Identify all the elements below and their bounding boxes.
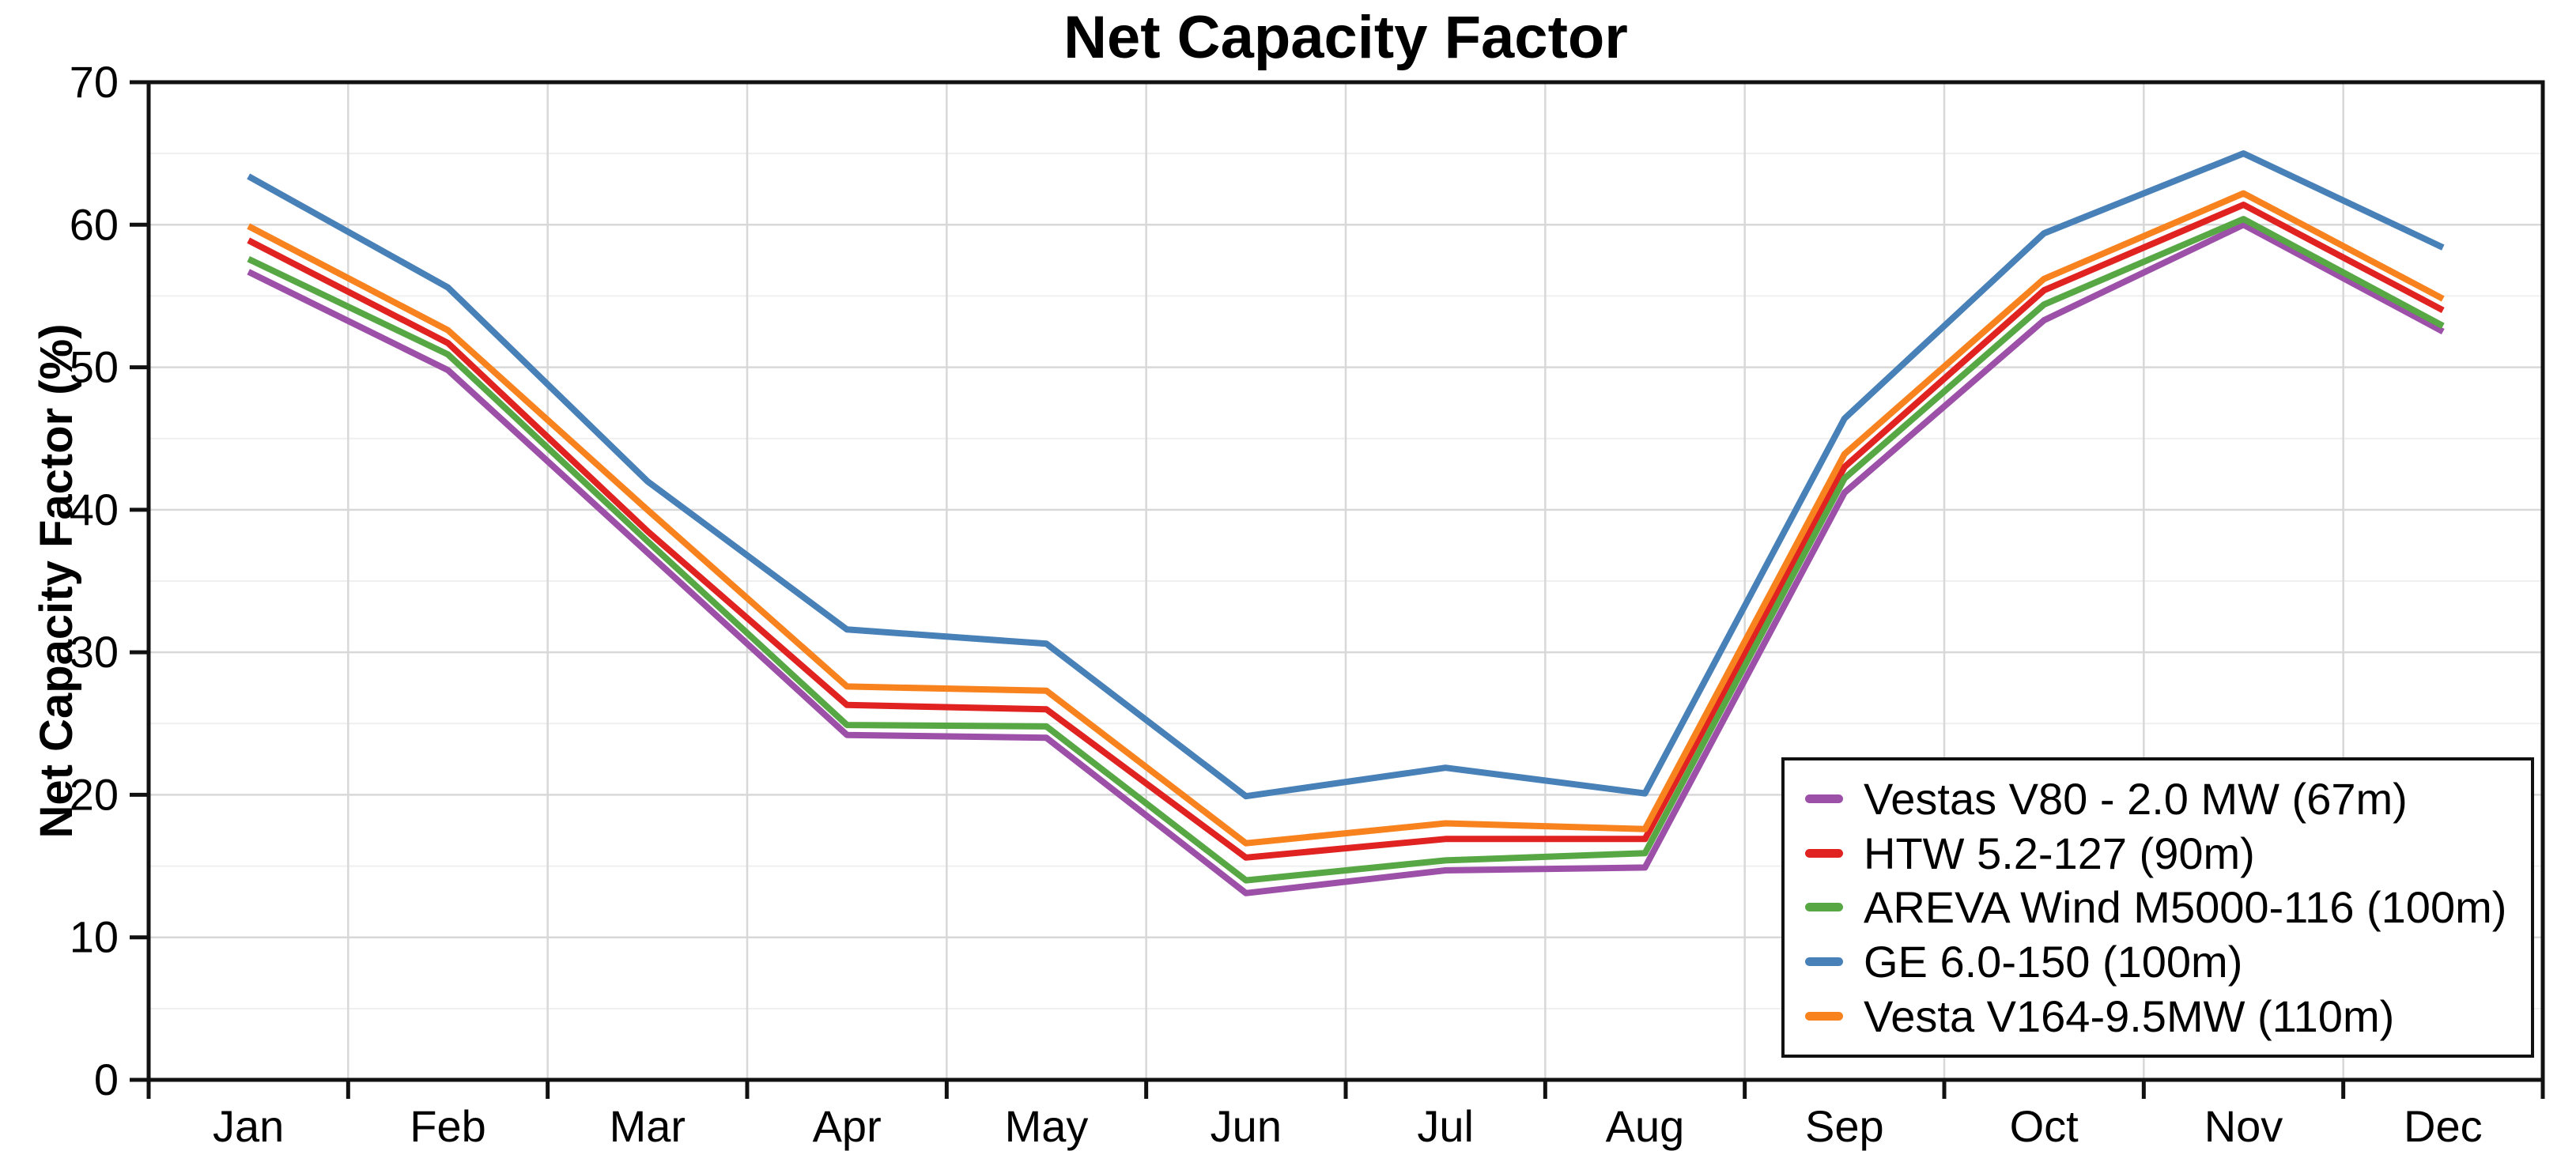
legend-swatch-icon (1805, 1012, 1843, 1021)
legend: Vestas V80 - 2.0 MW (67m) HTW 5.2-127 (90… (1781, 757, 2534, 1058)
x-tick-label: Feb (410, 1101, 486, 1151)
series-line-2 (247, 202, 2445, 861)
chart-title: Net Capacity Factor (1063, 4, 1628, 71)
legend-item: GE 6.0-150 (100m) (1805, 937, 2523, 987)
x-tick-label: Mar (610, 1101, 686, 1151)
x-tick-label: Oct (2010, 1101, 2079, 1151)
legend-swatch-icon (1805, 957, 1843, 967)
y-tick-label: 40 (70, 485, 119, 534)
y-tick-label: 0 (94, 1055, 119, 1104)
legend-item: AREVA Wind M5000-116 (100m) (1805, 882, 2523, 933)
legend-label: GE 6.0-150 (100m) (1864, 937, 2243, 987)
x-tick-label: May (1005, 1101, 1089, 1151)
plot-border (146, 80, 2545, 1082)
legend-label: Vestas V80 - 2.0 MW (67m) (1864, 773, 2408, 824)
legend-label: AREVA Wind M5000-116 (100m) (1864, 882, 2507, 933)
x-tick-label: Dec (2404, 1101, 2483, 1151)
legend-item: HTW 5.2-127 (90m) (1805, 828, 2523, 878)
y-tick-label: 60 (70, 199, 119, 249)
legend-item: Vestas V80 - 2.0 MW (67m) (1805, 773, 2523, 824)
legend-label: HTW 5.2-127 (90m) (1864, 828, 2255, 878)
y-tick-label: 50 (70, 342, 119, 392)
series-line-1 (247, 221, 2445, 896)
legend-label: Vesta V164-9.5MW (110m) (1864, 991, 2395, 1042)
x-tick-label: Jan (213, 1101, 284, 1151)
x-tick-label: Jul (1417, 1101, 1474, 1151)
legend-item: Vesta V164-9.5MW (110m) (1805, 991, 2523, 1042)
series-line-5 (247, 190, 2445, 847)
x-tick-label: Aug (1606, 1101, 1685, 1151)
legend-swatch-icon (1805, 794, 1843, 803)
y-tick-label: 20 (70, 769, 119, 819)
series-line-3 (247, 216, 2445, 884)
legend-swatch-icon (1805, 848, 1843, 858)
x-tick-label: Nov (2204, 1101, 2283, 1151)
x-tick-label: Apr (813, 1101, 882, 1151)
y-tick-label: 10 (70, 912, 119, 962)
y-tick-label: 30 (70, 627, 119, 677)
series-line-4 (247, 150, 2445, 800)
legend-swatch-icon (1805, 903, 1843, 912)
y-tick-label: 70 (70, 57, 119, 107)
x-tick-label: Sep (1805, 1101, 1884, 1151)
x-tick-label: Jun (1211, 1101, 1282, 1151)
